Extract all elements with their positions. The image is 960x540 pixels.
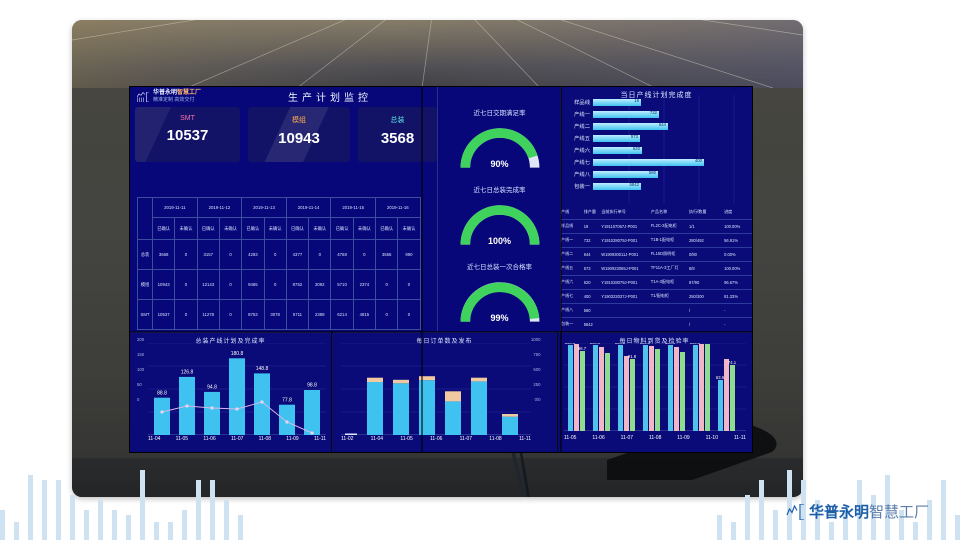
svg-text:91.8: 91.8 xyxy=(628,354,637,359)
svg-text:100.0: 100.0 xyxy=(590,343,601,345)
svg-text:94.8: 94.8 xyxy=(207,385,217,391)
svg-text:63.6: 63.6 xyxy=(716,375,725,380)
svg-text:98.8: 98.8 xyxy=(307,383,317,389)
svg-text:88.8: 88.8 xyxy=(157,391,167,397)
svg-text:180.8: 180.8 xyxy=(231,351,244,357)
svg-text:100.0: 100.0 xyxy=(615,343,626,345)
svg-text:74.1: 74.1 xyxy=(728,360,737,365)
svg-text:96.7: 96.7 xyxy=(578,346,587,351)
svg-text:77.8: 77.8 xyxy=(282,398,292,404)
svg-text:100.0: 100.0 xyxy=(665,343,676,345)
svg-text:126.8: 126.8 xyxy=(181,370,194,376)
svg-text:100.7: 100.7 xyxy=(571,343,582,344)
svg-text:100.0: 100.0 xyxy=(640,343,651,345)
svg-text:100.0: 100.0 xyxy=(690,343,701,345)
svg-text:148.8: 148.8 xyxy=(256,366,269,372)
